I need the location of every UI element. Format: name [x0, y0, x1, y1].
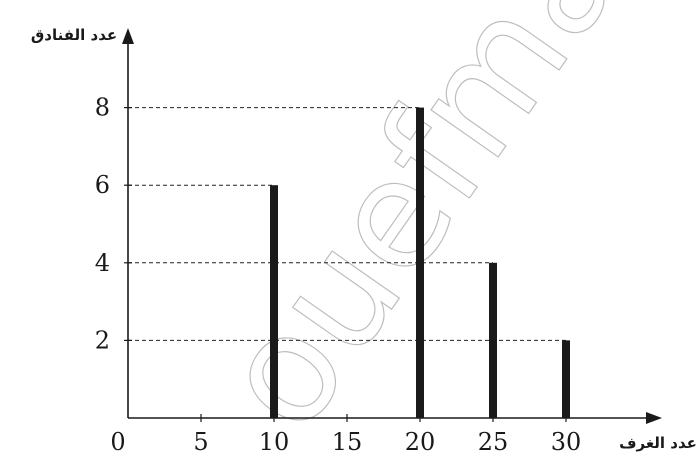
x-tick-label: 0 — [110, 428, 125, 456]
bar — [416, 107, 424, 418]
y-tick-label: 4 — [95, 249, 110, 277]
y-axis-arrow — [122, 28, 134, 44]
x-tick-label: 5 — [193, 428, 208, 456]
y-axis-label: عدد الفنادق — [31, 26, 117, 44]
x-tick-label: 20 — [405, 428, 436, 456]
x-tick-label: 10 — [259, 428, 290, 456]
ticks-layer: 0 5 10 15 20 25 30 2 4 6 8 — [95, 94, 582, 456]
bar — [489, 262, 497, 418]
bars-layer — [270, 107, 570, 418]
x-axis-label: عدد الغرف — [619, 434, 697, 452]
y-tick-label: 2 — [95, 326, 110, 354]
bar — [270, 185, 278, 418]
x-tick-label: 30 — [551, 428, 582, 456]
watermark-text: ouefmath.eu — [187, 0, 697, 461]
axes-layer — [122, 28, 662, 424]
y-tick-label: 8 — [95, 94, 110, 122]
x-tick-label: 25 — [478, 428, 509, 456]
x-tick-label: 15 — [332, 428, 363, 456]
y-tick-label: 6 — [95, 171, 110, 199]
bar — [562, 340, 570, 418]
x-axis-arrow — [646, 412, 662, 424]
